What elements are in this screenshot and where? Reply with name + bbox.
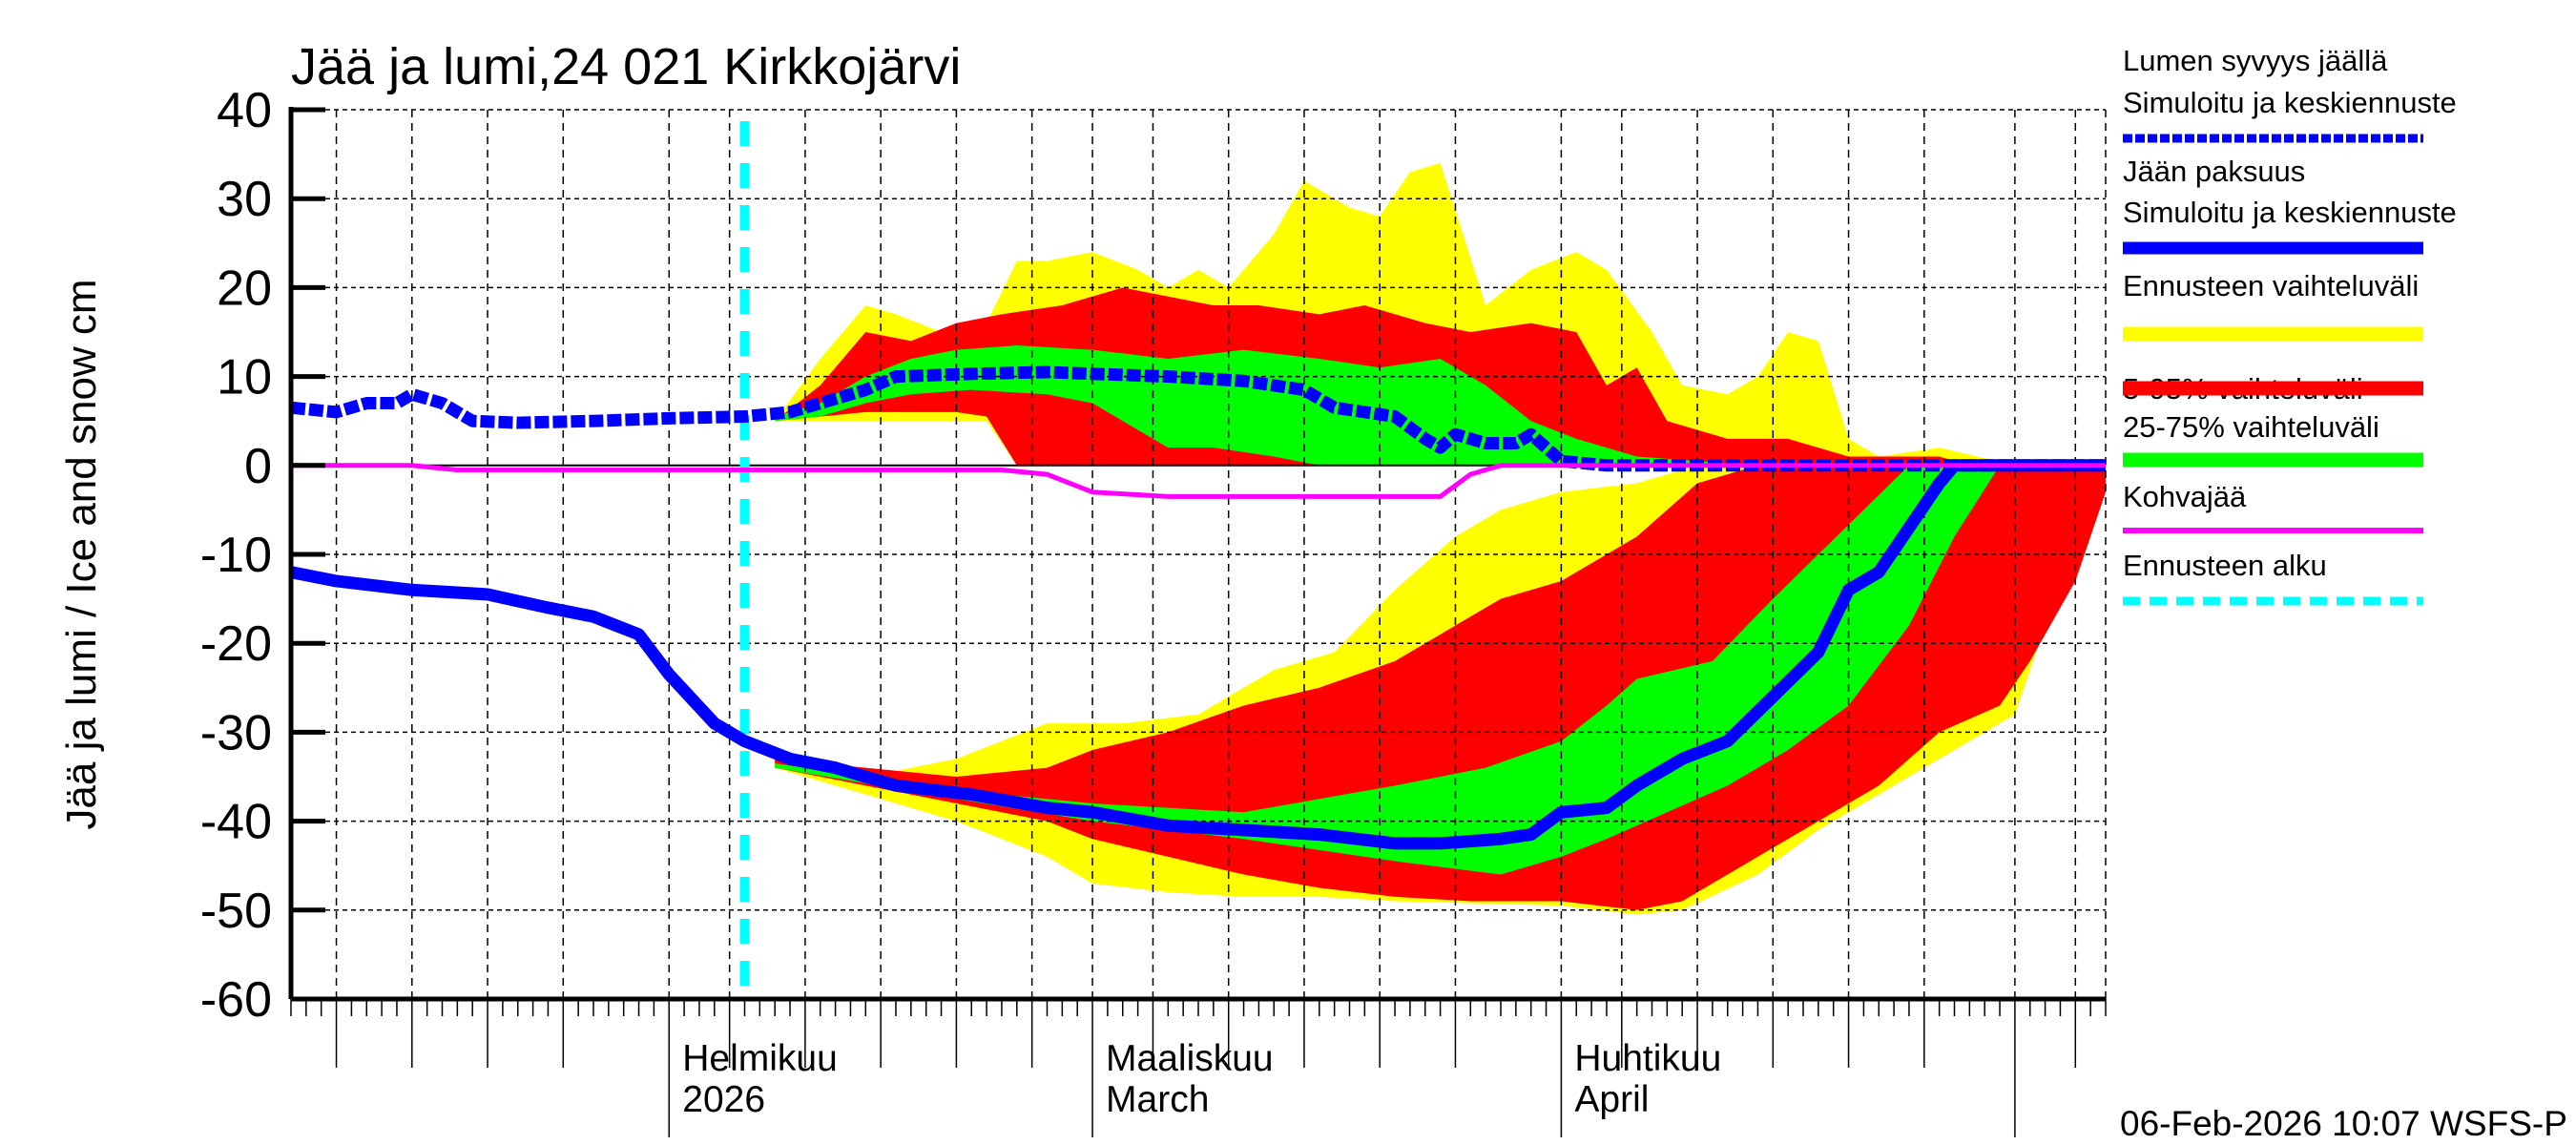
legend: Lumen syvyys jäällä Simuloitu ja keskienn… xyxy=(2123,44,2457,606)
ice-thickness-line xyxy=(289,459,2106,850)
legend-sublabel: Simuloitu ja keskiennuste xyxy=(2123,86,2457,119)
legend-label: Jään paksuus xyxy=(2123,155,2305,188)
y-tick-label: 0 xyxy=(244,439,272,494)
y-tick-label: -60 xyxy=(200,972,272,1028)
band-ice xyxy=(775,465,2107,910)
x-month-label: Maaliskuu xyxy=(1106,1038,1274,1079)
y-tick-label: 10 xyxy=(217,350,272,406)
forecast-bands xyxy=(775,162,2107,915)
slush-ice-line xyxy=(291,463,2106,499)
y-tick-label: -10 xyxy=(200,528,272,583)
band-ice xyxy=(775,465,2001,875)
grid xyxy=(291,109,2107,999)
x-month-label: Helmikuu xyxy=(682,1038,838,1079)
legend-label: Ennusteen vaihteluväli xyxy=(2123,269,2419,302)
y-axis-label: Jää ja lumi / Ice and snow cm xyxy=(58,279,105,829)
x-month-sublabel: 2026 xyxy=(682,1079,765,1120)
y-tick-label: -50 xyxy=(200,884,272,939)
timestamp: 06-Feb-2026 10:07 WSFS-P xyxy=(2120,1104,2567,1143)
legend-label: Kohvajää xyxy=(2123,480,2247,513)
chart-title: Jää ja lumi,24 021 Kirkkojärvi xyxy=(291,38,961,95)
x-month-label: Huhtikuu xyxy=(1574,1038,1721,1079)
y-tick-label: -40 xyxy=(200,795,272,850)
y-tick-label: 40 xyxy=(217,83,272,138)
snow-depth-line xyxy=(290,365,2106,472)
x-month-sublabel: April xyxy=(1574,1079,1649,1120)
legend-label: Ennusteen alku xyxy=(2123,549,2327,582)
legend-sublabel: Simuloitu ja keskiennuste xyxy=(2123,196,2457,229)
legend-label: Lumen syvyys jäällä xyxy=(2123,44,2388,77)
y-tick-label: 30 xyxy=(217,172,272,227)
series-lines xyxy=(289,121,2106,999)
y-tick-label: 20 xyxy=(217,260,272,316)
x-month-sublabel: March xyxy=(1106,1079,1209,1120)
y-tick-label: -20 xyxy=(200,616,272,672)
legend-label: 25-75% vaihteluväli xyxy=(2123,410,2379,444)
y-tick-label: -30 xyxy=(200,705,272,760)
